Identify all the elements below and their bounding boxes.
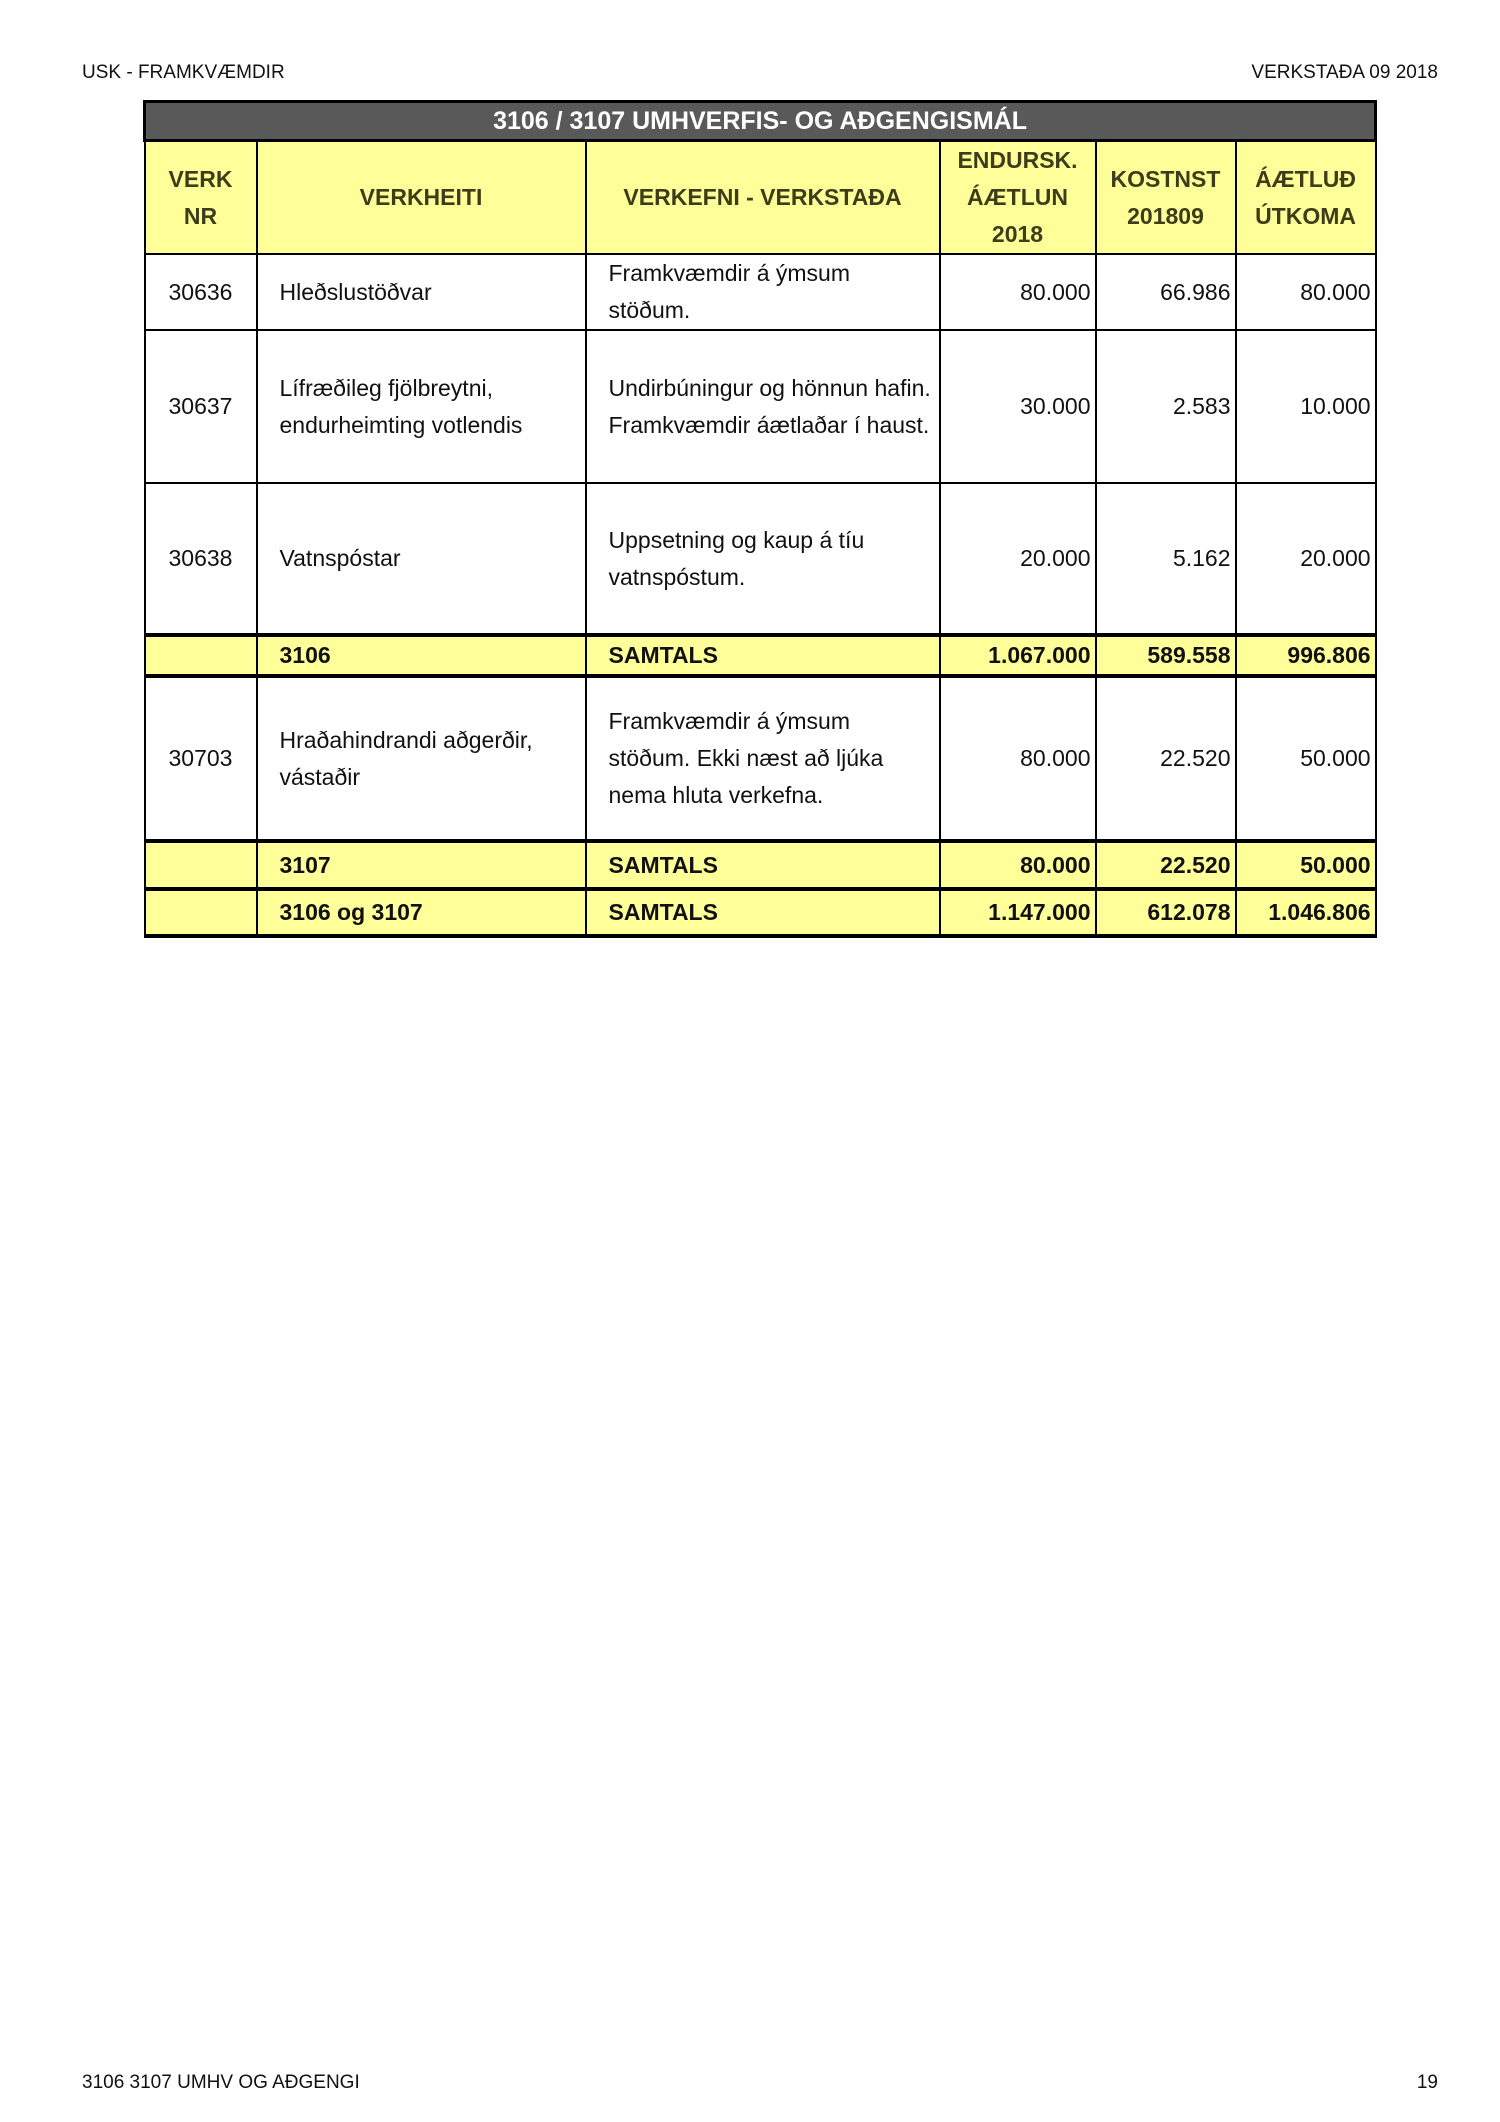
cell-status: Framkvæmdir á ýmsum stöðum. — [584, 253, 941, 331]
cell-nr: 30636 — [143, 253, 258, 331]
col-header-cost: KOSTNST 201809 — [1094, 139, 1237, 255]
col-header-plan: ENDURSK. ÁÆTLUN 2018 — [938, 139, 1097, 255]
col-header-nr: VERK NR — [143, 139, 258, 255]
cell-name: 3107 — [255, 839, 587, 891]
cell-outcome: 996.806 — [1234, 633, 1377, 678]
cell-name: Hleðslustöðvar — [255, 253, 587, 331]
cell-outcome: 1.046.806 — [1234, 887, 1377, 938]
cell-nr: 30703 — [143, 675, 258, 842]
total-row: 3107 SAMTALS 80.000 22.520 50.000 — [143, 839, 1377, 891]
cell-outcome: 20.000 — [1234, 482, 1377, 636]
cell-cost: 22.520 — [1094, 675, 1237, 842]
cell-plan: 1.147.000 — [938, 887, 1097, 938]
table-row: 30637 Lífræðileg fjölbreytni, endurheimti… — [143, 329, 1377, 484]
col-header-status: VERKEFNI - VERKSTAÐA — [584, 139, 941, 255]
col-header-outcome: ÁÆTLUÐ ÚTKOMA — [1234, 139, 1377, 255]
cell-cost: 66.986 — [1094, 253, 1237, 331]
table-row: 30638 Vatnspóstar Uppsetning og kaup á tíu… — [143, 482, 1377, 636]
cell-plan: 80.000 — [938, 675, 1097, 842]
cell-name: 3106 og 3107 — [255, 887, 587, 938]
page-header-right: VERKSTAÐA 09 2018 — [1251, 62, 1438, 83]
cell-status: SAMTALS — [584, 839, 941, 891]
total-row: 3106 SAMTALS 1.067.000 589.558 996.806 — [143, 633, 1377, 678]
cell-outcome: 50.000 — [1234, 675, 1377, 842]
cell-nr — [143, 887, 258, 938]
cell-outcome: 50.000 — [1234, 839, 1377, 891]
cell-outcome: 80.000 — [1234, 253, 1377, 331]
cell-status: Undirbúningur og hönnun hafin. Framkvæmd… — [584, 329, 941, 484]
cell-status: SAMTALS — [584, 633, 941, 678]
cell-name: Vatnspóstar — [255, 482, 587, 636]
total-row: 3106 og 3107 SAMTALS 1.147.000 612.078 1.046… — [143, 887, 1377, 938]
cell-status: SAMTALS — [584, 887, 941, 938]
cell-outcome: 10.000 — [1234, 329, 1377, 484]
budget-table: 3106 / 3107 UMHVERFIS- OG AÐGENGISMÁL VE… — [142, 100, 1378, 938]
cell-plan: 20.000 — [938, 482, 1097, 636]
table-title: 3106 / 3107 UMHVERFIS- OG AÐGENGISMÁL — [142, 100, 1378, 142]
cell-name: Hraðahindrandi aðgerðir, vástaðir — [255, 675, 587, 842]
cell-plan: 30.000 — [938, 329, 1097, 484]
col-header-name: VERKHEITI — [255, 139, 587, 255]
cell-plan: 1.067.000 — [938, 633, 1097, 678]
table-row: 30703 Hraðahindrandi aðgerðir, vástaðir Fr… — [143, 675, 1377, 842]
page-footer-left: 3106 3107 UMHV OG AÐGENGI — [82, 2072, 360, 2093]
cell-cost: 22.520 — [1094, 839, 1237, 891]
cell-nr: 30638 — [143, 482, 258, 636]
cell-nr — [143, 633, 258, 678]
cell-cost: 5.162 — [1094, 482, 1237, 636]
cell-nr: 30637 — [143, 329, 258, 484]
cell-name: 3106 — [255, 633, 587, 678]
cell-plan: 80.000 — [938, 253, 1097, 331]
page-number: 19 — [1416, 2072, 1438, 2093]
page-header-left: USK - FRAMKVÆMDIR — [82, 62, 285, 83]
cell-status: Uppsetning og kaup á tíu vatnspóstum. — [584, 482, 941, 636]
cell-cost: 2.583 — [1094, 329, 1237, 484]
cell-name: Lífræðileg fjölbreytni, endurheimting vo… — [255, 329, 587, 484]
cell-cost: 589.558 — [1094, 633, 1237, 678]
table-row: 30636 Hleðslustöðvar Framkvæmdir á ýmsum s… — [143, 253, 1377, 331]
cell-nr — [143, 839, 258, 891]
cell-plan: 80.000 — [938, 839, 1097, 891]
cell-cost: 612.078 — [1094, 887, 1237, 938]
cell-status: Framkvæmdir á ýmsum stöðum. Ekki næst að… — [584, 675, 941, 842]
